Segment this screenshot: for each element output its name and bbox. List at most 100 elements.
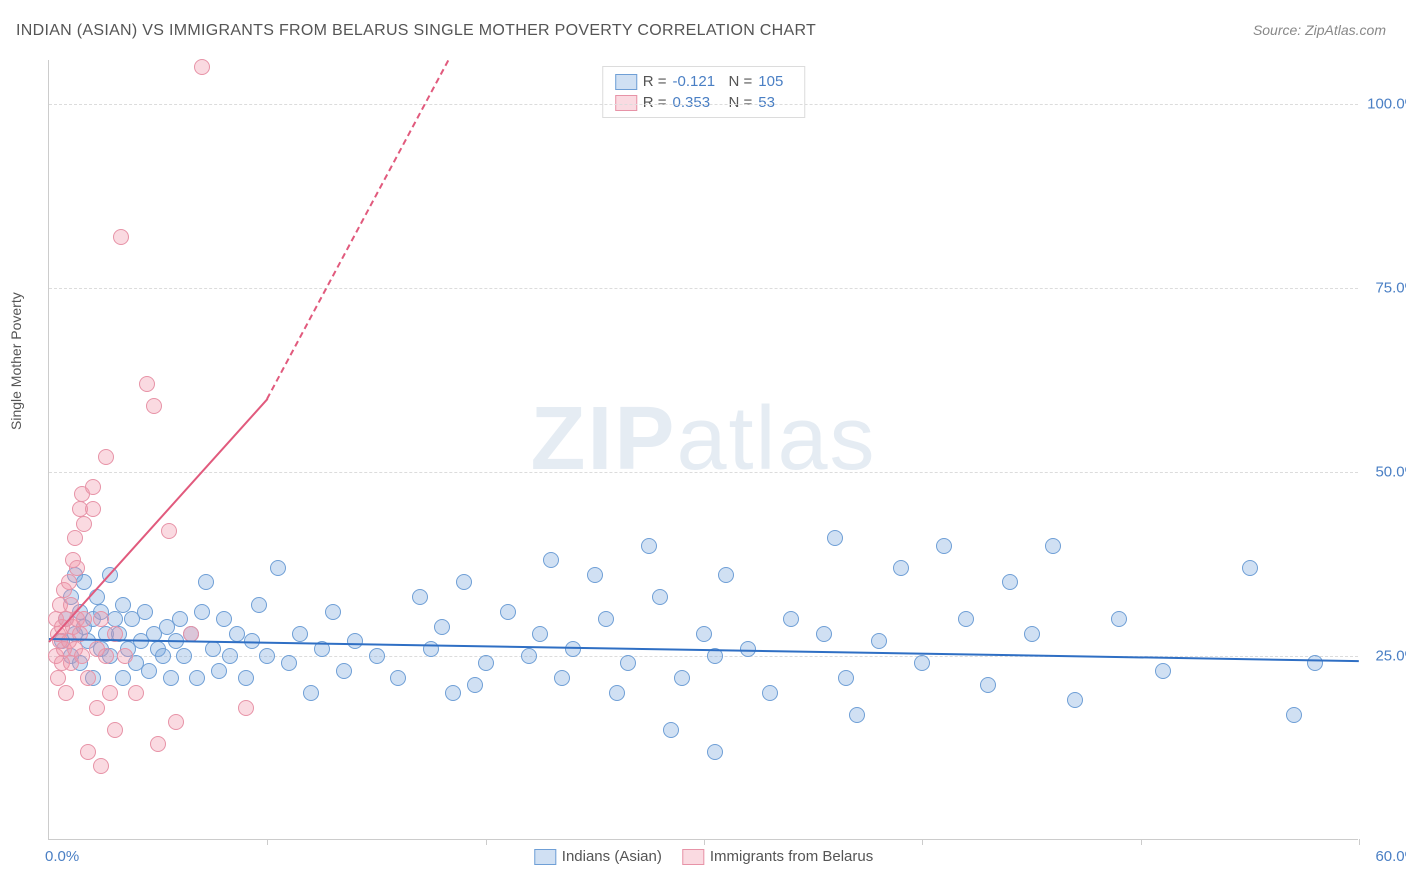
scatter-point: [115, 597, 131, 613]
scatter-point: [155, 648, 171, 664]
scatter-point: [93, 758, 109, 774]
scatter-point: [554, 670, 570, 686]
scatter-point: [598, 611, 614, 627]
scatter-point: [115, 670, 131, 686]
scatter-point: [176, 648, 192, 664]
scatter-point: [718, 567, 734, 583]
scatter-point: [69, 560, 85, 576]
scatter-point: [189, 670, 205, 686]
legend-r-value: 0.353: [673, 94, 723, 111]
legend-swatch: [615, 95, 637, 111]
y-tick-label: 100.0%: [1367, 96, 1406, 113]
scatter-point: [707, 744, 723, 760]
scatter-point: [663, 722, 679, 738]
x-tick: [922, 839, 923, 845]
scatter-point: [229, 626, 245, 642]
scatter-point: [1286, 707, 1302, 723]
scatter-point: [347, 633, 363, 649]
scatter-point: [412, 589, 428, 605]
scatter-point: [205, 641, 221, 657]
scatter-point: [958, 611, 974, 627]
scatter-point: [150, 736, 166, 752]
scatter-point: [936, 538, 952, 554]
scatter-point: [369, 648, 385, 664]
scatter-point: [259, 648, 275, 664]
scatter-point: [107, 722, 123, 738]
scatter-point: [434, 619, 450, 635]
scatter-point: [445, 685, 461, 701]
scatter-point: [914, 655, 930, 671]
scatter-point: [783, 611, 799, 627]
x-tick: [267, 839, 268, 845]
scatter-point: [674, 670, 690, 686]
gridline: [49, 472, 1358, 473]
scatter-point: [1002, 574, 1018, 590]
x-tick-label-left: 0.0%: [45, 848, 79, 865]
chart-title: INDIAN (ASIAN) VS IMMIGRANTS FROM BELARU…: [16, 22, 816, 40]
scatter-point: [587, 567, 603, 583]
scatter-point: [146, 398, 162, 414]
scatter-point: [816, 626, 832, 642]
watermark: ZIPatlas: [530, 388, 876, 491]
scatter-point: [194, 604, 210, 620]
scatter-point: [85, 501, 101, 517]
scatter-point: [194, 59, 210, 75]
scatter-point: [61, 574, 77, 590]
scatter-point: [117, 648, 133, 664]
scatter-point: [76, 516, 92, 532]
scatter-plot-area: ZIPatlas R =-0.121N =105R =0.353N =53 In…: [48, 60, 1358, 840]
y-axis-label: Single Mother Poverty: [8, 292, 24, 430]
scatter-point: [871, 633, 887, 649]
scatter-point: [198, 574, 214, 590]
scatter-point: [80, 744, 96, 760]
scatter-point: [467, 677, 483, 693]
scatter-point: [1024, 626, 1040, 642]
scatter-point: [98, 449, 114, 465]
scatter-point: [325, 604, 341, 620]
legend-r-label: R =: [643, 73, 667, 90]
legend-n-value: 105: [758, 73, 792, 90]
x-tick: [1359, 839, 1360, 845]
source-attribution: Source: ZipAtlas.com: [1253, 22, 1386, 38]
x-tick: [704, 839, 705, 845]
scatter-point: [543, 552, 559, 568]
scatter-point: [76, 611, 92, 627]
scatter-point: [762, 685, 778, 701]
x-tick-label-right: 60.0%: [1375, 848, 1406, 865]
scatter-point: [532, 626, 548, 642]
scatter-point: [270, 560, 286, 576]
scatter-point: [211, 663, 227, 679]
scatter-point: [1307, 655, 1323, 671]
legend-stat-row: R = -0.121 N = 105: [615, 71, 793, 92]
scatter-point: [163, 670, 179, 686]
scatter-point: [303, 685, 319, 701]
legend-stat-row: R =0.353N =53: [615, 92, 793, 113]
legend-n-label: N =: [729, 94, 753, 111]
series-legend-label: Immigrants from Belarus: [710, 848, 873, 865]
scatter-point: [423, 641, 439, 657]
scatter-point: [238, 670, 254, 686]
scatter-point: [980, 677, 996, 693]
scatter-point: [168, 714, 184, 730]
scatter-point: [76, 574, 92, 590]
legend-swatch: [682, 849, 704, 865]
scatter-point: [838, 670, 854, 686]
scatter-point: [102, 685, 118, 701]
scatter-point: [652, 589, 668, 605]
scatter-point: [478, 655, 494, 671]
series-legend: Indians (Asian)Immigrants from Belarus: [534, 848, 873, 865]
scatter-point: [849, 707, 865, 723]
scatter-point: [1045, 538, 1061, 554]
scatter-point: [1067, 692, 1083, 708]
trend-line: [266, 61, 449, 400]
scatter-point: [89, 700, 105, 716]
scatter-point: [58, 685, 74, 701]
scatter-point: [336, 663, 352, 679]
legend-n-label: N =: [729, 73, 753, 90]
scatter-point: [641, 538, 657, 554]
legend-r-value: -0.121: [673, 73, 723, 90]
scatter-point: [50, 670, 66, 686]
scatter-point: [456, 574, 472, 590]
scatter-point: [521, 648, 537, 664]
scatter-point: [238, 700, 254, 716]
